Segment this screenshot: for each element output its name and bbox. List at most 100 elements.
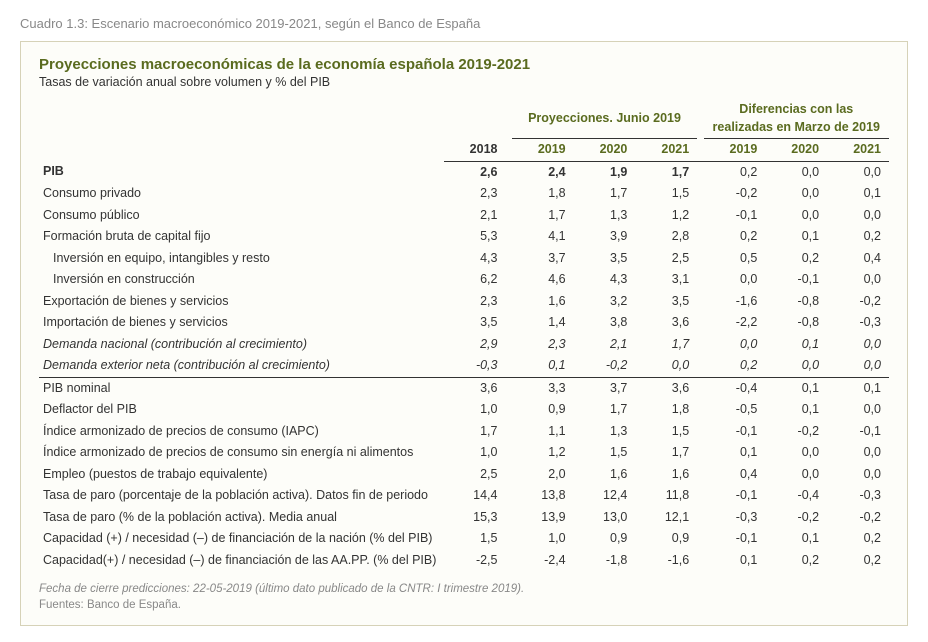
cell-value: 0,1 (512, 355, 574, 377)
cell-value: 0,0 (765, 205, 827, 227)
cell-value: 2,9 (444, 334, 506, 356)
cell-value: -0,2 (704, 183, 766, 205)
cell-value: 1,8 (635, 399, 697, 421)
cell-value: 1,6 (512, 291, 574, 313)
row-label: Capacidad (+) / necesidad (–) de financi… (39, 528, 444, 550)
footnote-date: Fecha de cierre predicciones: 22-05-2019… (39, 581, 889, 597)
cell-value: 0,2 (704, 355, 766, 377)
cell-value: 2,3 (444, 183, 506, 205)
cell-value: -1,6 (704, 291, 766, 313)
cell-value: -0,1 (704, 485, 766, 507)
cell-value: 12,4 (574, 485, 636, 507)
cell-value: -0,5 (704, 399, 766, 421)
table-subtitle: Tasas de variación anual sobre volumen y… (39, 75, 889, 89)
cell-value: -2,2 (704, 312, 766, 334)
cell-value: 4,3 (444, 248, 506, 270)
cell-value: 1,7 (574, 399, 636, 421)
cell-value: 0,1 (765, 226, 827, 248)
cell-value: 0,4 (827, 248, 889, 270)
cell-value: 0,2 (765, 550, 827, 572)
table-frame: Proyecciones macroeconómicas de la econo… (20, 41, 908, 626)
cell-value: 1,0 (444, 442, 506, 464)
cell-value: 13,0 (574, 507, 636, 529)
table-title: Proyecciones macroeconómicas de la econo… (39, 56, 889, 73)
cell-value: 3,2 (574, 291, 636, 313)
table-row: Demanda exterior neta (contribución al c… (39, 355, 889, 377)
cell-value: 3,5 (635, 291, 697, 313)
cell-value: 1,5 (574, 442, 636, 464)
row-label: Deflactor del PIB (39, 399, 444, 421)
cell-value: 3,3 (512, 377, 574, 399)
cell-value: 14,4 (444, 485, 506, 507)
row-label: Tasa de paro (% de la población activa).… (39, 507, 444, 529)
cell-value: 0,9 (574, 528, 636, 550)
cell-value: 0,0 (765, 442, 827, 464)
cell-value: 3,6 (635, 377, 697, 399)
cell-value: 0,0 (704, 334, 766, 356)
cell-value: 13,9 (512, 507, 574, 529)
table-row: Tasa de paro (porcentaje de la población… (39, 485, 889, 507)
row-label: Consumo privado (39, 183, 444, 205)
cell-value: 1,2 (512, 442, 574, 464)
cell-value: -0,8 (765, 312, 827, 334)
cell-value: -2,5 (444, 550, 506, 572)
cell-value: -0,1 (704, 528, 766, 550)
cell-value: 3,5 (574, 248, 636, 270)
cell-value: 1,0 (512, 528, 574, 550)
cell-value: 4,1 (512, 226, 574, 248)
cell-value: 1,4 (512, 312, 574, 334)
cell-value: -0,2 (765, 421, 827, 443)
cell-value: 1,7 (635, 161, 697, 183)
table-row: Inversión en construcción6,24,64,33,10,0… (39, 269, 889, 291)
cell-value: 0,1 (704, 550, 766, 572)
cell-value: 1,7 (635, 334, 697, 356)
cell-value: 1,5 (635, 183, 697, 205)
header-year: 2021 (827, 139, 889, 162)
header-year: 2021 (635, 139, 697, 162)
cell-value: 2,4 (512, 161, 574, 183)
cell-value: 1,0 (444, 399, 506, 421)
projections-table: Proyecciones. Junio 2019 Diferencias con… (39, 99, 889, 571)
cell-value: -0,2 (827, 507, 889, 529)
cell-value: -0,8 (765, 291, 827, 313)
cell-value: 3,5 (444, 312, 506, 334)
cell-value: 3,8 (574, 312, 636, 334)
cell-value: 1,7 (635, 442, 697, 464)
cell-value: 5,3 (444, 226, 506, 248)
cell-value: 1,7 (512, 205, 574, 227)
header-year: 2019 (704, 139, 766, 162)
table-row: Deflactor del PIB1,00,91,71,8-0,50,10,0 (39, 399, 889, 421)
cell-value: 15,3 (444, 507, 506, 529)
cell-value: 1,5 (444, 528, 506, 550)
cell-value: 3,9 (574, 226, 636, 248)
cell-value: -0,2 (574, 355, 636, 377)
table-row: Capacidad(+) / necesidad (–) de financia… (39, 550, 889, 572)
cell-value: 1,6 (635, 464, 697, 486)
cell-value: 0,0 (827, 161, 889, 183)
table-row: Inversión en equipo, intangibles y resto… (39, 248, 889, 270)
table-row: Importación de bienes y servicios3,51,43… (39, 312, 889, 334)
cell-value: 1,1 (512, 421, 574, 443)
cell-value: 0,2 (827, 528, 889, 550)
cell-value: -0,1 (704, 421, 766, 443)
row-label: Demanda exterior neta (contribución al c… (39, 355, 444, 377)
cell-value: 0,9 (635, 528, 697, 550)
cell-value: -0,3 (444, 355, 506, 377)
row-label: Índice armonizado de precios de consumo … (39, 442, 444, 464)
header-group-differences: Diferencias con las realizadas en Marzo … (704, 99, 889, 139)
table-row: Demanda nacional (contribución al crecim… (39, 334, 889, 356)
table-row: Formación bruta de capital fijo5,34,13,9… (39, 226, 889, 248)
cell-value: 0,1 (704, 442, 766, 464)
cell-value: 13,8 (512, 485, 574, 507)
cell-value: 3,7 (574, 377, 636, 399)
table-row: Exportación de bienes y servicios2,31,63… (39, 291, 889, 313)
row-label: Tasa de paro (porcentaje de la población… (39, 485, 444, 507)
cell-value: 2,1 (574, 334, 636, 356)
cell-value: 4,3 (574, 269, 636, 291)
cell-value: 12,1 (635, 507, 697, 529)
cell-value: 0,1 (765, 377, 827, 399)
cell-value: -1,8 (574, 550, 636, 572)
cell-value: 0,0 (827, 269, 889, 291)
cell-value: -0,3 (704, 507, 766, 529)
row-label: PIB (39, 161, 444, 183)
